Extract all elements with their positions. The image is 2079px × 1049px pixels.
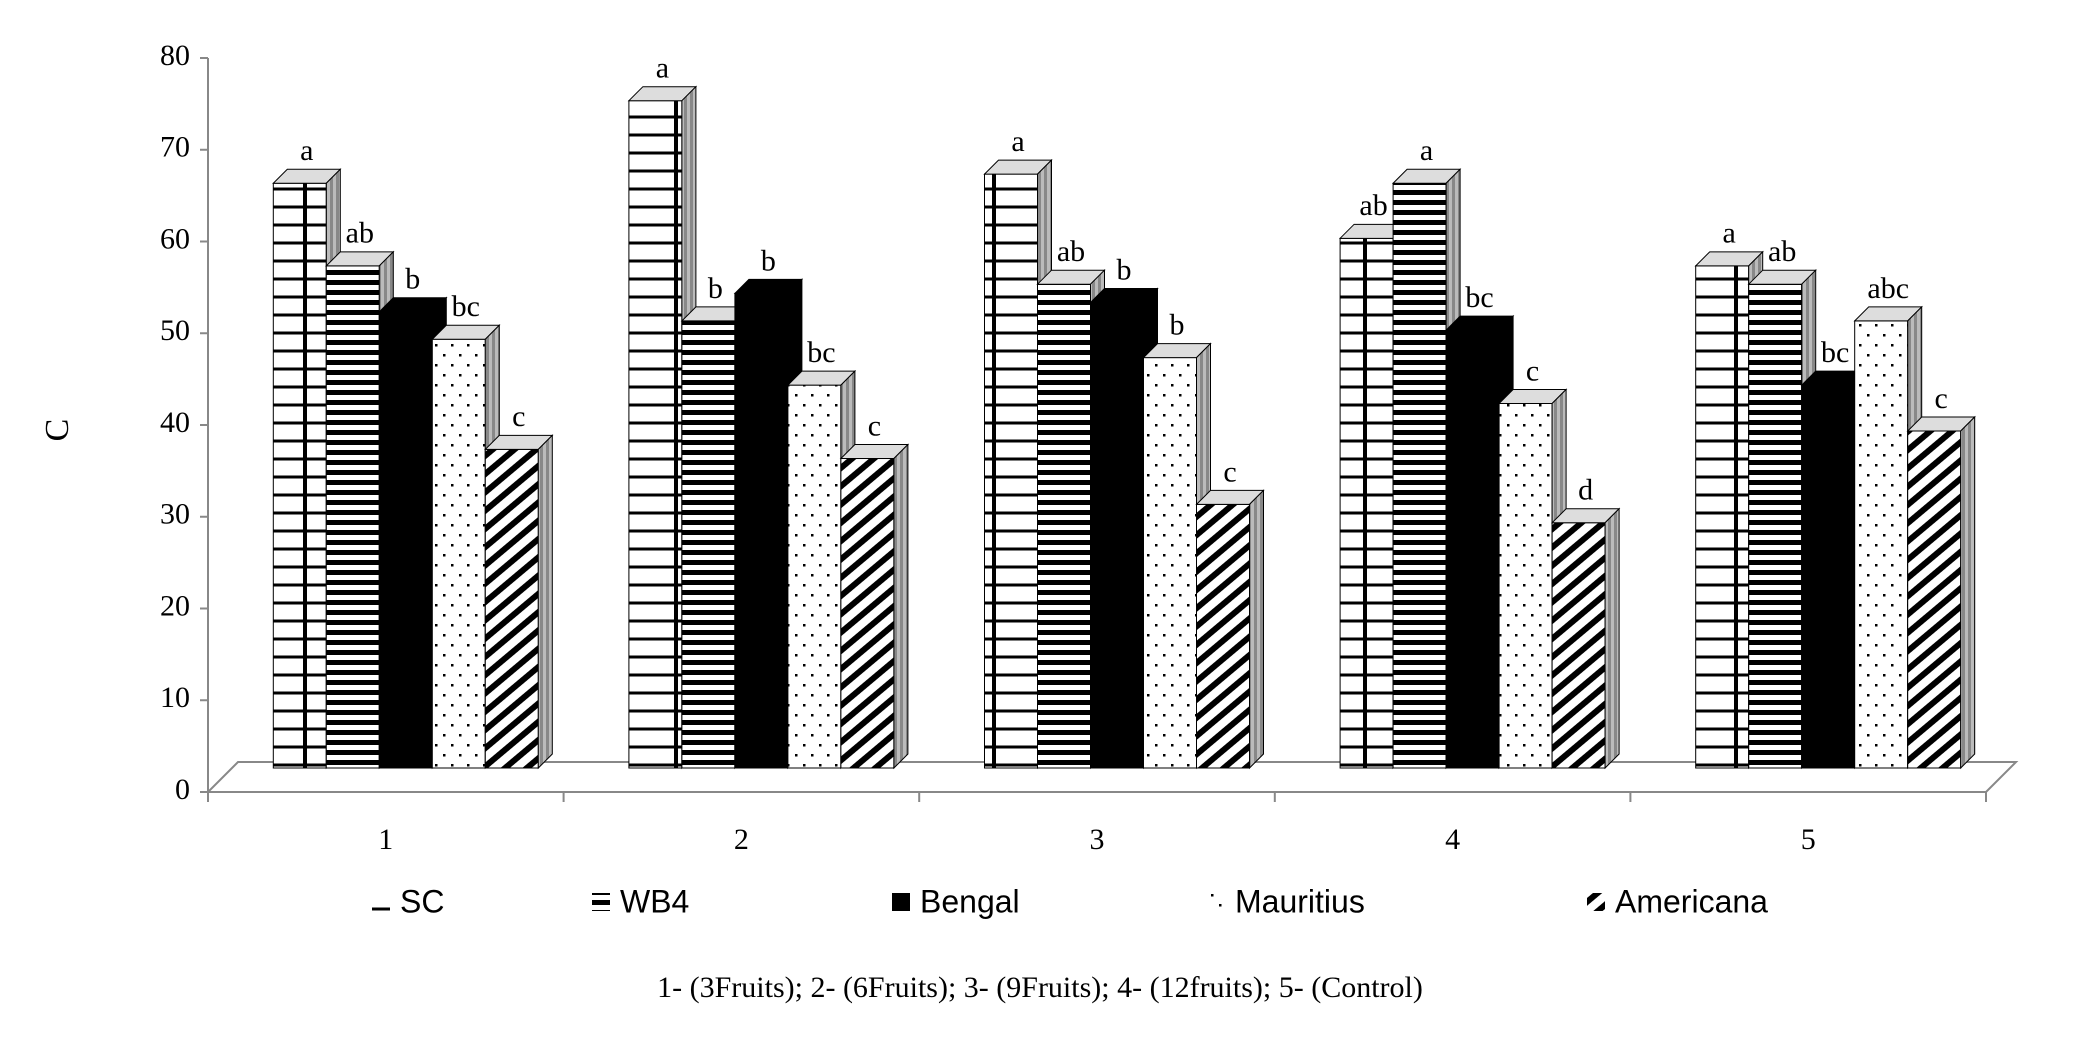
bar-front xyxy=(272,182,327,769)
letter-label: c xyxy=(512,400,525,433)
bar-front xyxy=(1907,430,1962,769)
footnote: 1- (3Fruits); 2- (6Fruits); 3- (9Fruits)… xyxy=(657,971,1423,1004)
x-tick-label: 4 xyxy=(1445,823,1460,856)
y-tick-label: 40 xyxy=(160,406,190,439)
bar-front xyxy=(1445,329,1500,769)
letter-label: a xyxy=(1420,134,1433,167)
bar-front xyxy=(734,292,789,769)
letter-label: a xyxy=(300,134,313,167)
bar-front xyxy=(787,384,842,769)
legend-swatch xyxy=(592,893,610,911)
bar xyxy=(484,434,554,770)
bar-front xyxy=(628,100,683,769)
legend-swatch xyxy=(372,893,390,911)
y-tick-label: 70 xyxy=(160,131,190,164)
letter-label: a xyxy=(656,52,669,85)
x-tick-label: 2 xyxy=(734,823,749,856)
bar-front xyxy=(840,458,895,769)
letter-label: c xyxy=(1223,455,1236,488)
legend-swatch xyxy=(1207,893,1225,911)
letter-label: ab xyxy=(1359,189,1387,222)
letter-label: b xyxy=(1117,253,1132,286)
y-tick-label: 50 xyxy=(160,314,190,347)
letter-label: bc xyxy=(452,290,480,323)
legend-label: Americana xyxy=(1615,883,1768,919)
letter-label: ab xyxy=(346,217,374,250)
y-tick-label: 0 xyxy=(175,773,190,806)
bar-side xyxy=(537,434,553,770)
legend-swatch xyxy=(1587,893,1605,911)
letter-label: bc xyxy=(1821,336,1849,369)
letter-label: c xyxy=(1526,354,1539,387)
bar xyxy=(1550,507,1621,770)
bar-front xyxy=(1551,522,1606,769)
letter-label: ab xyxy=(1768,235,1796,268)
bar xyxy=(839,443,910,770)
letter-label: d xyxy=(1578,474,1593,507)
y-tick-label: 30 xyxy=(160,498,190,531)
letter-label: b xyxy=(761,244,776,277)
bar-front xyxy=(378,311,433,769)
x-tick-label: 1 xyxy=(378,823,393,856)
bar-front xyxy=(431,338,486,769)
y-tick-label: 80 xyxy=(160,39,190,72)
letter-label: c xyxy=(1935,382,1948,415)
bar-front xyxy=(1695,265,1750,769)
bar-front xyxy=(484,448,539,769)
legend-label: WB4 xyxy=(620,883,689,919)
y-tick-label: 20 xyxy=(160,589,190,622)
letter-label: a xyxy=(1011,125,1024,158)
bar-front xyxy=(1854,320,1909,769)
letter-label: b xyxy=(708,272,723,305)
letter-label: b xyxy=(405,263,420,296)
letter-label: b xyxy=(1170,308,1185,341)
y-tick-label: 10 xyxy=(160,681,190,714)
bar-front xyxy=(1196,503,1250,769)
legend-swatch xyxy=(892,893,910,911)
bar-front xyxy=(1801,384,1856,769)
bar-front xyxy=(1037,283,1091,769)
legend-label: Bengal xyxy=(920,883,1020,919)
bar-front xyxy=(1090,302,1144,769)
bar-front xyxy=(1498,402,1553,769)
bar-front xyxy=(681,320,736,769)
bar-front xyxy=(1143,357,1197,769)
letter-label: bc xyxy=(1465,281,1493,314)
bar-side xyxy=(1960,415,1976,770)
bar-side xyxy=(893,443,909,770)
bar-front xyxy=(325,265,380,769)
x-tick-label: 3 xyxy=(1090,823,1105,856)
legend-label: Mauritius xyxy=(1235,883,1365,919)
letter-label: ab xyxy=(1057,235,1085,268)
y-tick-label: 60 xyxy=(160,222,190,255)
letter-label: c xyxy=(868,409,881,442)
bar-side xyxy=(1604,507,1620,770)
letter-label: a xyxy=(1723,217,1736,250)
x-tick-label: 5 xyxy=(1801,823,1816,856)
bar-front xyxy=(984,173,1038,769)
floor xyxy=(205,761,2019,793)
bar xyxy=(1853,305,1923,770)
letter-label: bc xyxy=(807,336,835,369)
letter-label: abc xyxy=(1867,272,1909,305)
bar xyxy=(1906,415,1976,770)
y-axis-label: C xyxy=(39,419,76,442)
bar-front xyxy=(1339,237,1394,769)
bar-side xyxy=(1249,489,1264,770)
bar-front xyxy=(1748,283,1803,769)
legend-label: SC xyxy=(400,883,444,919)
bar xyxy=(1195,489,1265,770)
bar-front xyxy=(1392,182,1447,769)
